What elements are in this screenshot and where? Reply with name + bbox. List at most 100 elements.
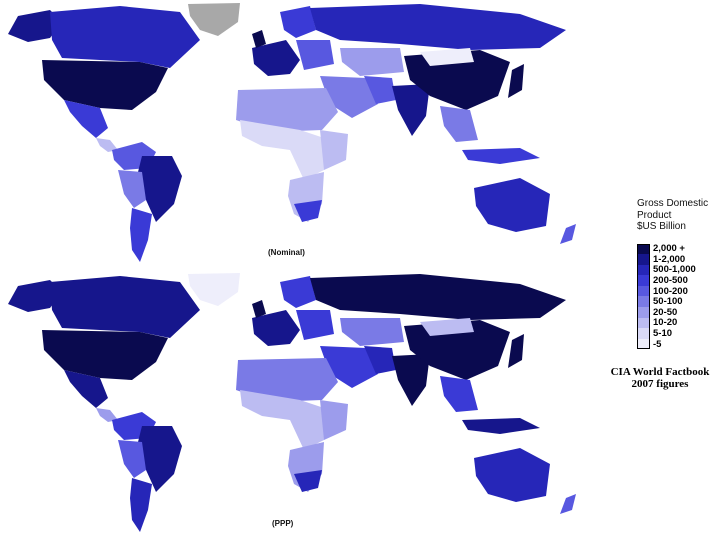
mexico-region: [64, 370, 108, 408]
map-nominal-gdp: [0, 0, 630, 270]
alaska-region: [8, 10, 62, 42]
legend-item: 5-10: [637, 328, 719, 339]
north-africa-region: [236, 358, 338, 402]
legend-label: 200-500: [653, 275, 688, 287]
legend-label: 100-200: [653, 285, 688, 297]
uk-region: [252, 30, 266, 48]
central-america-region: [96, 138, 118, 152]
legend-item: 20-50: [637, 307, 719, 318]
legend-swatch: [637, 275, 650, 286]
legend-item: -5: [637, 339, 719, 350]
indonesia-region: [462, 418, 540, 434]
legend-swatch: [637, 328, 650, 339]
central-america-region: [96, 408, 118, 422]
scandinavia-region: [280, 276, 316, 308]
mongolia-region: [420, 48, 474, 66]
southern-cone-region: [130, 478, 152, 532]
south-africa-region: [294, 200, 322, 222]
legend-item: 2,000 +: [637, 243, 719, 255]
uk-region: [252, 300, 266, 318]
iran-region: [364, 346, 396, 374]
india-region: [392, 84, 430, 136]
mexico-region: [64, 100, 108, 138]
legend-swatch: [637, 264, 650, 276]
world-map-ppp: [8, 273, 576, 532]
gdp-legend: Gross Domestic Product $US Billion 2,000…: [637, 198, 719, 350]
iran-region: [364, 76, 396, 104]
legend-swatch: [637, 338, 650, 350]
map-caption-nominal: (Nominal): [268, 248, 305, 257]
east-africa-region: [320, 400, 348, 440]
central-asia-region: [340, 318, 404, 346]
india-region: [392, 354, 430, 406]
legend-swatch: [637, 254, 650, 265]
legend-title-line: $US Billion: [637, 221, 686, 232]
alaska-region: [8, 280, 62, 312]
central-asia-region: [340, 48, 404, 76]
southern-cone-region: [130, 208, 152, 262]
japan-region: [508, 64, 524, 98]
legend-item: 200-500: [637, 275, 719, 286]
new-zealand-region: [560, 224, 576, 244]
source-name: CIA World Factbook: [610, 366, 710, 378]
australia-region: [474, 448, 550, 502]
source-year: 2007 figures: [631, 378, 689, 390]
legend-swatch: [637, 317, 650, 329]
sub-saharan-africa-region: [240, 120, 330, 180]
eastern-europe-region: [296, 310, 334, 340]
greenland-region: [188, 273, 240, 306]
western-europe-region: [252, 40, 300, 76]
east-africa-region: [320, 130, 348, 170]
usa-region: [42, 330, 168, 380]
legend-title: Gross Domestic Product $US Billion: [637, 198, 719, 233]
legend-label: 10-20: [653, 317, 678, 329]
legend-label: 20-50: [653, 306, 678, 318]
legend-item: 50-100: [637, 296, 719, 307]
usa-region: [42, 60, 168, 110]
legend-swatch: [637, 296, 650, 308]
andes-region: [118, 170, 146, 208]
legend-swatch: [637, 307, 650, 318]
indonesia-region: [462, 148, 540, 164]
legend-title-line: Product: [637, 209, 672, 221]
map-ppp-gdp: [0, 270, 630, 540]
southeast-asia-region: [440, 376, 478, 412]
world-map-nominal: [8, 3, 576, 262]
legend-swatch: [637, 243, 650, 255]
north-africa-region: [236, 88, 338, 132]
middle-east-region: [320, 346, 378, 388]
legend-item: 10-20: [637, 317, 719, 329]
new-zealand-region: [560, 494, 576, 514]
legend-label: 50-100: [653, 296, 683, 308]
russia-region: [310, 274, 566, 320]
legend-item: 500-1,000: [637, 264, 719, 276]
south-africa-region: [294, 470, 322, 492]
legend-scale: 2,000 +1-2,000 500-1,000 200-500 100-200 50-…: [637, 243, 719, 350]
legend-title-line: Gross Domestic: [637, 198, 709, 209]
brazil-region: [136, 426, 182, 492]
russia-region: [310, 4, 566, 50]
andes-region: [118, 440, 146, 478]
canada-region: [50, 276, 200, 338]
legend-label: 5-10: [653, 328, 673, 340]
australia-region: [474, 178, 550, 232]
legend-swatch: [637, 285, 650, 297]
western-europe-region: [252, 310, 300, 346]
southeast-asia-region: [440, 106, 478, 142]
legend-label: 1-2,000: [653, 253, 686, 265]
eastern-europe-region: [296, 40, 334, 70]
legend-label: 2,000 +: [653, 243, 685, 255]
brazil-region: [136, 156, 182, 222]
canada-region: [50, 6, 200, 68]
sub-saharan-africa-region: [240, 390, 330, 450]
source-note: CIA World Factbook 2007 figures: [600, 366, 720, 390]
middle-east-region: [320, 76, 378, 118]
mongolia-region: [420, 318, 474, 336]
greenland-region: [188, 3, 240, 36]
legend-label: 500-1,000: [653, 264, 696, 276]
map-caption-ppp: (PPP): [272, 519, 294, 528]
legend-label: -5: [653, 338, 662, 350]
scandinavia-region: [280, 6, 316, 38]
legend-item: 100-200: [637, 286, 719, 297]
japan-region: [508, 334, 524, 368]
